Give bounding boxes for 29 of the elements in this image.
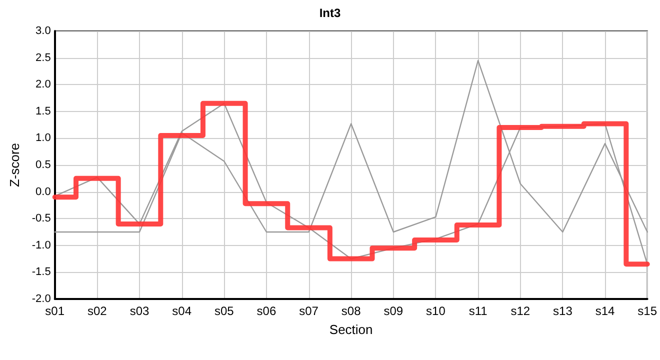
y-tick-label: 0.0: [36, 186, 51, 198]
x-tick-label: s10: [426, 304, 446, 318]
y-tick-label: 2.0: [36, 78, 51, 91]
x-tick-label: s08: [341, 304, 362, 318]
y-axis-title: Z-score: [7, 142, 22, 188]
y-tick-label: 2.5: [36, 52, 51, 64]
x-tick-label: s03: [130, 304, 150, 318]
x-tick-label: s12: [510, 304, 530, 318]
x-tick-label: s01: [45, 304, 65, 318]
x-tick-label: s06: [256, 304, 276, 318]
y-tick-label: 3.0: [36, 25, 51, 37]
x-tick-label: s15: [638, 304, 658, 318]
x-tick-label: s02: [87, 304, 108, 318]
y-tick-label: 1.5: [36, 105, 51, 118]
y-tick-label: -0.5: [32, 212, 51, 225]
x-tick-label: s13: [553, 304, 573, 318]
x-tick-label: s09: [384, 304, 404, 318]
x-axis-title: Section: [329, 322, 373, 337]
y-tick-label: -1.5: [32, 266, 51, 278]
y-tick-label: -2.0: [32, 293, 51, 305]
y-tick-label: 0.5: [36, 159, 51, 171]
x-tick-label: s14: [595, 304, 615, 318]
y-tick-label: 1.0: [36, 132, 51, 144]
y-tick-label: -1.0: [32, 239, 51, 252]
chart-title: Int3: [319, 6, 341, 20]
x-tick-label: s04: [172, 304, 192, 318]
x-tick-label: s11: [468, 304, 488, 318]
x-tick-label: s07: [299, 304, 319, 318]
x-tick-label: s05: [214, 304, 234, 318]
